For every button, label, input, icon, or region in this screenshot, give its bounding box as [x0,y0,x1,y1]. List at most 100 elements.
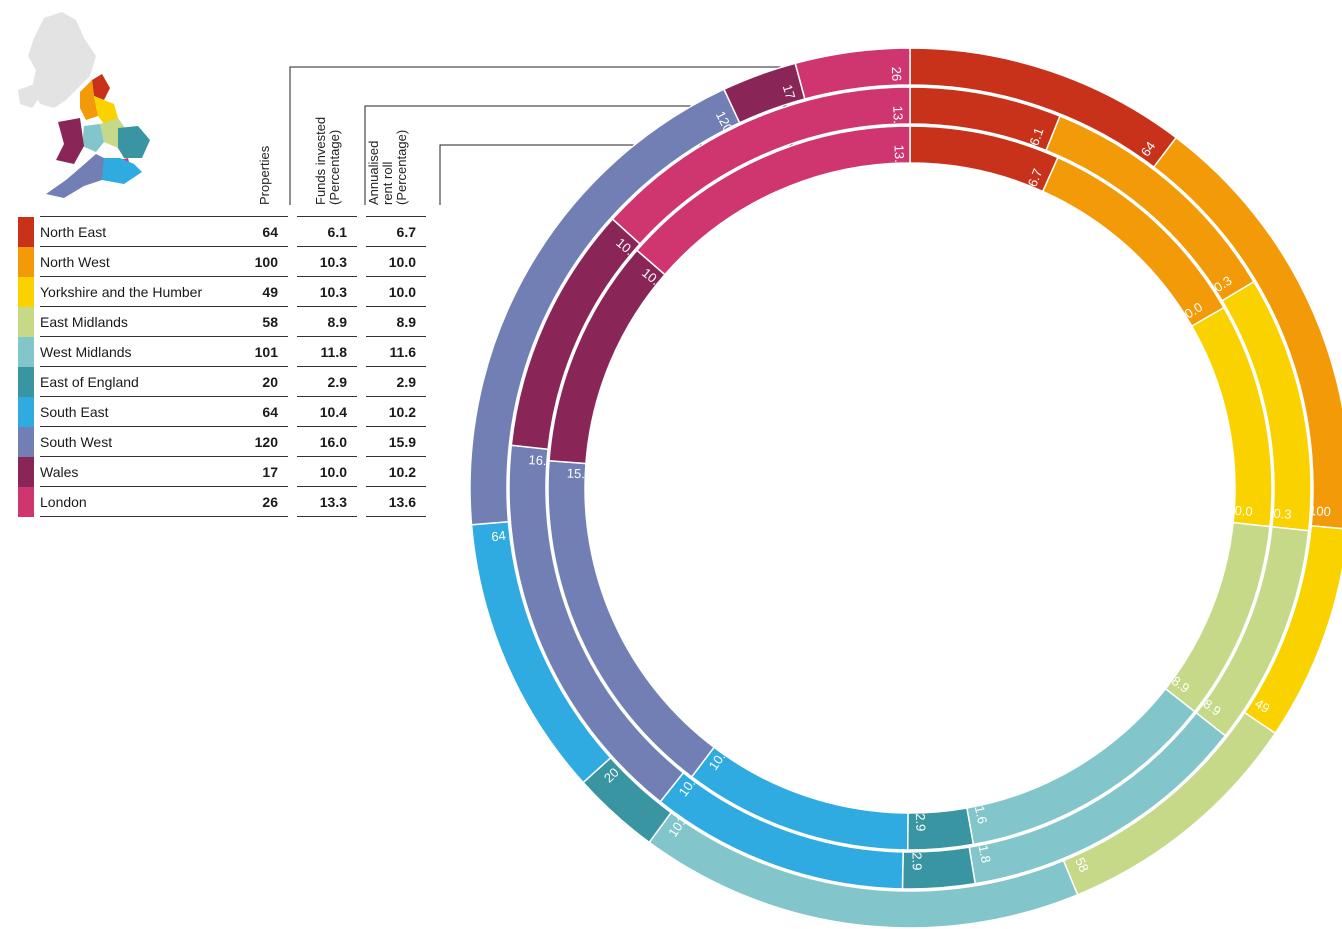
sep [288,487,297,517]
ring-label-middle: 16.0 [528,452,554,469]
map-south-west [46,154,104,198]
properties-value: 58 [228,306,288,337]
sep [288,457,297,487]
table-row: Yorkshire and the Humber 49 10.3 10.0 [18,276,426,307]
ring-label-inner: 8.9 [1169,673,1192,696]
table-row: North West 100 10.3 10.0 [18,246,426,277]
sep [288,247,297,277]
sep [288,367,297,397]
leader-line [439,144,895,205]
ring-segment-middle [508,444,685,803]
ring-segment-outer [470,520,612,784]
ring-segment-outer [909,47,1178,169]
table-row: North East 64 6.1 6.7 [18,216,426,247]
properties-value: 64 [228,396,288,427]
rent-value: 10.2 [366,456,426,487]
ring-segment-middle [659,771,904,890]
properties-value: 120 [228,426,288,457]
funds-value: 10.3 [297,276,357,307]
ring-label-outer: 120 [713,109,736,135]
sep [288,217,297,247]
region-name: South West [40,426,228,457]
ring-segment-outer [1062,711,1277,896]
rent-value: 10.0 [366,246,426,277]
properties-value: 26 [228,486,288,517]
properties-value: 64 [228,216,288,247]
ring-segment-inner [548,249,666,465]
map-north-west [80,80,98,120]
ring-segment-middle [510,217,642,451]
ring-label-inner: 11.6 [971,798,991,825]
ring-segment-outer [469,88,741,526]
ring-label-inner: 2.9 [913,813,929,832]
region-swatch [18,486,34,517]
funds-value: 16.0 [297,426,357,457]
region-swatch [18,426,34,457]
ring-segment-inner [1041,156,1225,328]
sep [357,277,366,307]
uk-region-map [18,12,150,198]
region-name: Wales [40,456,228,487]
ring-segment-middle [1195,525,1310,737]
ring-label-outer: 64 [1138,139,1159,159]
sep [357,427,366,457]
region-swatch [18,456,34,487]
sep [357,487,366,517]
ring-label-outer: 100 [1309,503,1332,519]
ring-segment-inner [1164,521,1271,713]
ring-label-inner: 10.2 [639,265,668,293]
ring-segment-outer [1152,136,1342,530]
region-swatch [18,396,34,427]
ring-label-outer: 26 [889,66,904,81]
properties-value: 49 [228,276,288,307]
leader-line [364,105,895,205]
header-properties: Properties [257,145,272,205]
ring-segment-inner [1190,306,1273,528]
properties-value: 20 [228,366,288,397]
ring-segment-middle [901,846,977,890]
region-swatch [18,276,34,307]
sep [288,277,297,307]
region-swatch [18,216,34,247]
ring-segment-inner [909,125,1059,193]
ring-segment-middle [1045,115,1255,302]
ring-segment-middle [968,711,1227,885]
map-west-midlands [82,124,104,152]
region-swatch [18,306,34,337]
sep [357,217,366,247]
map-yorkshire [94,96,118,124]
map-north-ireland [18,84,42,108]
sep [357,367,366,397]
ring-label-inner: 13.6 [892,144,908,170]
rent-value: 13.6 [366,486,426,517]
funds-value: 11.8 [297,336,357,367]
sep [288,337,297,367]
region-name: West Midlands [40,336,228,367]
ring-segment-middle [909,86,1061,152]
ring-segment-middle [611,86,911,245]
ring-segment-inner [547,459,716,778]
ring-label-middle: 6.1 [1026,126,1046,148]
ring-label-outer: 17 [780,83,799,101]
table-row: East Midlands 58 8.9 8.9 [18,306,426,337]
ring-segment-outer [794,47,911,100]
ring-segment-outer [648,811,1079,929]
region-table: North East 64 6.1 6.7 North West 100 10.3 10.0 Y… [18,216,426,517]
region-swatch [18,366,34,397]
properties-value: 101 [228,336,288,367]
map-north-east [92,74,110,100]
ring-label-inner: 10.0 [1176,299,1205,325]
ring-label-middle: 13.3 [890,105,906,131]
properties-value: 17 [228,456,288,487]
ring-segment-inner [690,746,909,851]
funds-value: 10.3 [297,246,357,277]
ring-label-outer: 58 [1072,855,1092,874]
sep [357,457,366,487]
funds-value: 10.4 [297,396,357,427]
table-row: South West 120 16.0 15.9 [18,426,426,457]
map-south-east [102,158,142,184]
funds-value: 13.3 [297,486,357,517]
ring-label-middle: 11.8 [974,837,994,864]
rent-value: 10.2 [366,396,426,427]
region-name: North East [40,216,228,247]
